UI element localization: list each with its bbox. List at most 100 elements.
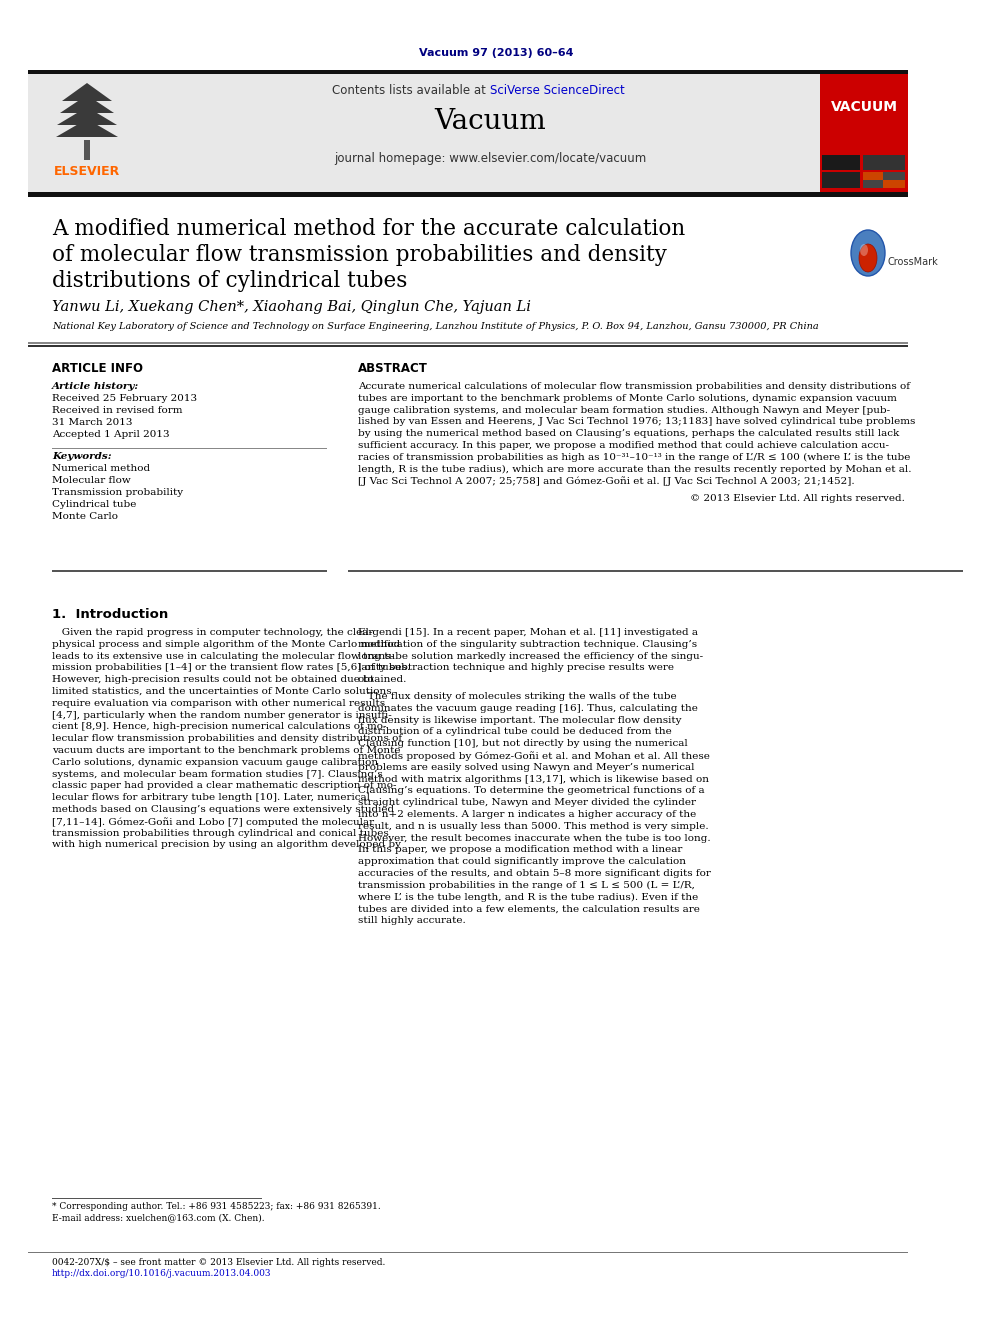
Text: transmission probabilities through cylindrical and conical tubes: transmission probabilities through cylin… <box>52 828 389 837</box>
Text: leads to its extensive use in calculating the molecular flow trans-: leads to its extensive use in calculatin… <box>52 652 394 660</box>
Text: However, high-precision results could not be obtained due to: However, high-precision results could no… <box>52 675 374 684</box>
Text: [7,11–14]. Gómez-Goñi and Lobo [7] computed the molecular: [7,11–14]. Gómez-Goñi and Lobo [7] compu… <box>52 816 374 827</box>
Text: Monte Carlo: Monte Carlo <box>52 512 118 521</box>
Text: SciVerse ScienceDirect: SciVerse ScienceDirect <box>490 83 625 97</box>
Text: However, the result becomes inaccurate when the tube is too long.: However, the result becomes inaccurate w… <box>358 833 710 843</box>
Bar <box>863 172 905 188</box>
Text: require evaluation via comparison with other numerical results: require evaluation via comparison with o… <box>52 699 385 708</box>
Text: where L’ is the tube length, and R is the tube radius). Even if the: where L’ is the tube length, and R is th… <box>358 893 698 902</box>
Text: of molecular flow transmission probabilities and density: of molecular flow transmission probabili… <box>52 243 667 266</box>
Text: approximation that could significantly improve the calculation: approximation that could significantly i… <box>358 857 686 867</box>
Bar <box>28 74 158 192</box>
Text: Given the rapid progress in computer technology, the clear: Given the rapid progress in computer tec… <box>52 628 373 636</box>
Polygon shape <box>60 95 114 112</box>
Text: cient [8,9]. Hence, high-precision numerical calculations of mo-: cient [8,9]. Hence, high-precision numer… <box>52 722 387 732</box>
Text: classic paper had provided a clear mathematic description of mo-: classic paper had provided a clear mathe… <box>52 782 397 790</box>
Text: Yanwu Li, Xuekang Chen*, Xiaohang Bai, Qinglun Che, Yajuan Li: Yanwu Li, Xuekang Chen*, Xiaohang Bai, Q… <box>52 300 531 314</box>
Text: physical process and simple algorithm of the Monte Carlo method: physical process and simple algorithm of… <box>52 640 400 648</box>
Text: Accurate numerical calculations of molecular flow transmission probabilities and: Accurate numerical calculations of molec… <box>358 382 910 392</box>
Polygon shape <box>57 107 117 124</box>
Text: lecular flow transmission probabilities and density distributions of: lecular flow transmission probabilities … <box>52 734 402 744</box>
Text: Received in revised form: Received in revised form <box>52 406 183 415</box>
Text: Vacuum: Vacuum <box>434 108 546 135</box>
Text: systems, and molecular beam formation studies [7]. Clausing’s: systems, and molecular beam formation st… <box>52 770 383 779</box>
Text: Carlo solutions, dynamic expansion vacuum gauge calibration: Carlo solutions, dynamic expansion vacuu… <box>52 758 378 767</box>
Text: length, R is the tube radius), which are more accurate than the results recently: length, R is the tube radius), which are… <box>358 464 912 474</box>
Text: mission probabilities [1–4] or the transient flow rates [5,6] of tubes.: mission probabilities [1–4] or the trans… <box>52 663 411 672</box>
Text: [J Vac Sci Technol A 2007; 25;758] and Gómez-Goñi et al. [J Vac Sci Technol A 20: [J Vac Sci Technol A 2007; 25;758] and G… <box>358 476 855 486</box>
Text: lecular flows for arbitrary tube length [10]. Later, numerical: lecular flows for arbitrary tube length … <box>52 794 370 802</box>
Text: problems are easily solved using Nawyn and Meyer’s numerical: problems are easily solved using Nawyn a… <box>358 763 694 771</box>
Text: Keywords:: Keywords: <box>52 452 112 460</box>
Text: ELSEVIER: ELSEVIER <box>54 165 120 179</box>
Bar <box>822 172 860 188</box>
Bar <box>84 140 90 160</box>
Text: http://dx.doi.org/10.1016/j.vacuum.2013.04.003: http://dx.doi.org/10.1016/j.vacuum.2013.… <box>52 1269 272 1278</box>
Text: result, and n is usually less than 5000. This method is very simple.: result, and n is usually less than 5000.… <box>358 822 708 831</box>
Bar <box>28 343 908 344</box>
Text: © 2013 Elsevier Ltd. All rights reserved.: © 2013 Elsevier Ltd. All rights reserved… <box>690 495 905 503</box>
Text: long tube solution markedly increased the efficiency of the singu-: long tube solution markedly increased th… <box>358 652 703 660</box>
Bar <box>863 155 905 169</box>
Text: tubes are divided into a few elements, the calculation results are: tubes are divided into a few elements, t… <box>358 905 700 913</box>
Text: lished by van Essen and Heerens, J Vac Sci Technol 1976; 13;1183] have solved cy: lished by van Essen and Heerens, J Vac S… <box>358 417 916 426</box>
Text: limited statistics, and the uncertainties of Monte Carlo solutions: limited statistics, and the uncertaintie… <box>52 687 392 696</box>
Text: sufficient accuracy. In this paper, we propose a modified method that could achi: sufficient accuracy. In this paper, we p… <box>358 441 889 450</box>
Text: vacuum ducts are important to the benchmark problems of Monte: vacuum ducts are important to the benchm… <box>52 746 401 755</box>
Text: larity subtraction technique and highly precise results were: larity subtraction technique and highly … <box>358 663 674 672</box>
Text: National Key Laboratory of Science and Technology on Surface Engineering, Lanzho: National Key Laboratory of Science and T… <box>52 321 818 331</box>
Text: A modified numerical method for the accurate calculation: A modified numerical method for the accu… <box>52 218 685 239</box>
Text: * Corresponding author. Tel.: +86 931 4585223; fax: +86 931 8265391.: * Corresponding author. Tel.: +86 931 45… <box>52 1203 381 1211</box>
Text: Contents lists available at: Contents lists available at <box>332 83 490 97</box>
Ellipse shape <box>860 243 868 255</box>
Bar <box>863 172 883 180</box>
Text: into n+2 elements. A larger n indicates a higher accuracy of the: into n+2 elements. A larger n indicates … <box>358 810 696 819</box>
Text: methods based on Clausing’s equations were extensively studied: methods based on Clausing’s equations we… <box>52 804 394 814</box>
Text: method with matrix algorithms [13,17], which is likewise based on: method with matrix algorithms [13,17], w… <box>358 774 709 783</box>
Text: CrossMark: CrossMark <box>887 257 937 267</box>
Text: still highly accurate.: still highly accurate. <box>358 917 466 925</box>
Text: with high numerical precision by using an algorithm developed by: with high numerical precision by using a… <box>52 840 401 849</box>
Text: ARTICLE INFO: ARTICLE INFO <box>52 363 143 374</box>
Text: Transmission probability: Transmission probability <box>52 488 184 497</box>
Bar <box>820 74 908 192</box>
Text: [4,7], particularly when the random number generator is insuffi-: [4,7], particularly when the random numb… <box>52 710 392 720</box>
Text: El-gendi [15]. In a recent paper, Mohan et al. [11] investigated a: El-gendi [15]. In a recent paper, Mohan … <box>358 628 698 636</box>
Text: Article history:: Article history: <box>52 382 139 392</box>
Text: 1.  Introduction: 1. Introduction <box>52 609 169 620</box>
Text: Numerical method: Numerical method <box>52 464 150 474</box>
Bar <box>52 570 327 572</box>
Text: Molecular flow: Molecular flow <box>52 476 131 486</box>
Text: methods proposed by Gómez-Goñi et al. and Mohan et al. All these: methods proposed by Gómez-Goñi et al. an… <box>358 751 710 761</box>
Text: racies of transmission probabilities as high as 10⁻³¹–10⁻¹³ in the range of L’/R: racies of transmission probabilities as … <box>358 452 911 462</box>
Text: distributions of cylindrical tubes: distributions of cylindrical tubes <box>52 270 408 292</box>
Text: by using the numerical method based on Clausing’s equations, perhaps the calcula: by using the numerical method based on C… <box>358 429 900 438</box>
Text: The flux density of molecules striking the walls of the tube: The flux density of molecules striking t… <box>358 692 677 701</box>
Text: gauge calibration systems, and molecular beam formation studies. Although Nawyn : gauge calibration systems, and molecular… <box>358 406 890 414</box>
Text: Clausing’s equations. To determine the geometrical functions of a: Clausing’s equations. To determine the g… <box>358 786 704 795</box>
Ellipse shape <box>859 243 877 273</box>
Text: Accepted 1 April 2013: Accepted 1 April 2013 <box>52 430 170 439</box>
Text: transmission probabilities in the range of 1 ≤ L ≤ 500 (L = L’/R,: transmission probabilities in the range … <box>358 881 694 890</box>
Text: distribution of a cylindrical tube could be deduced from the: distribution of a cylindrical tube could… <box>358 728 672 737</box>
Polygon shape <box>62 83 112 101</box>
Bar <box>28 345 908 347</box>
Bar <box>883 180 905 188</box>
Text: tubes are important to the benchmark problems of Monte Carlo solutions, dynamic : tubes are important to the benchmark pro… <box>358 394 897 402</box>
Text: VACUUM: VACUUM <box>830 101 898 114</box>
Polygon shape <box>56 119 118 138</box>
Text: Clausing function [10], but not directly by using the numerical: Clausing function [10], but not directly… <box>358 740 687 749</box>
Text: E-mail address: xuelchen@163.com (X. Chen).: E-mail address: xuelchen@163.com (X. Che… <box>52 1213 265 1222</box>
Text: 31 March 2013: 31 March 2013 <box>52 418 133 427</box>
Bar <box>28 74 908 192</box>
Text: Cylindrical tube: Cylindrical tube <box>52 500 136 509</box>
Text: obtained.: obtained. <box>358 675 408 684</box>
Text: ABSTRACT: ABSTRACT <box>358 363 428 374</box>
Bar <box>822 155 860 169</box>
Text: Received 25 February 2013: Received 25 February 2013 <box>52 394 197 404</box>
Text: dominates the vacuum gauge reading [16]. Thus, calculating the: dominates the vacuum gauge reading [16].… <box>358 704 698 713</box>
Text: Vacuum 97 (2013) 60–64: Vacuum 97 (2013) 60–64 <box>419 48 573 58</box>
Bar <box>28 192 908 197</box>
Text: straight cylindrical tube, Nawyn and Meyer divided the cylinder: straight cylindrical tube, Nawyn and Mey… <box>358 798 696 807</box>
Text: journal homepage: www.elsevier.com/locate/vacuum: journal homepage: www.elsevier.com/locat… <box>334 152 646 165</box>
